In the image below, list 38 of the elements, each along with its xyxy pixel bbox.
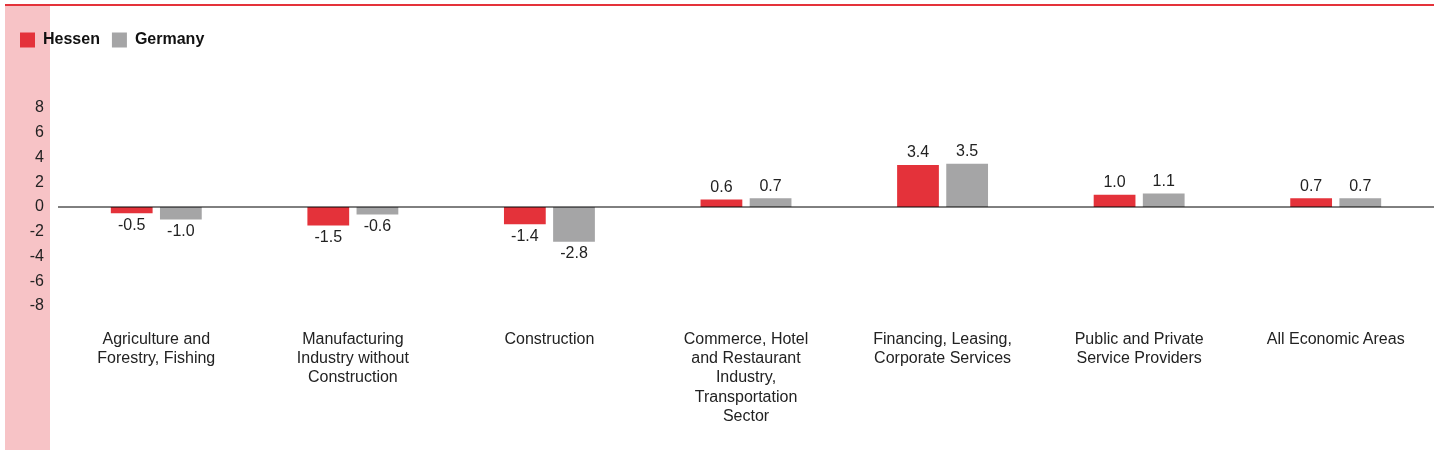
y-tick-label: 4 (35, 147, 45, 165)
data-label: 1.0 (1103, 173, 1126, 191)
data-label: -2.8 (560, 244, 588, 262)
y-tick-label: -2 (29, 222, 45, 240)
y-tick-label: -8 (29, 296, 45, 314)
data-label: -1.4 (511, 226, 539, 244)
bar (1142, 193, 1185, 207)
x-tick-label: Commerce, Hotel and Restaurant Industry, Transportation Sector (683, 330, 809, 424)
x-tick-label: Agriculture and Forestry, Fishing (97, 330, 216, 367)
y-tick-label: 0 (35, 197, 45, 215)
bar (503, 207, 546, 225)
data-label: -0.5 (117, 215, 146, 233)
y-tick-label: -4 (29, 246, 45, 264)
x-tick-label: All Economic Areas (1266, 330, 1405, 348)
data-label: -1.0 (167, 221, 195, 239)
data-label: 0.6 (710, 177, 733, 195)
y-tick-label: 6 (35, 123, 45, 141)
data-label: 0.7 (1300, 176, 1323, 194)
x-tick-label: Construction (504, 330, 595, 348)
x-tick-label: Financing, Leasing, Corporate Services (873, 330, 1012, 367)
data-label: 0.7 (759, 176, 782, 194)
bar (553, 207, 595, 242)
data-label: -0.6 (363, 216, 392, 234)
legend-label: Germany (134, 30, 205, 48)
data-label: 3.4 (906, 143, 930, 161)
x-tick-label: Public and Private Service Providers (1074, 330, 1204, 367)
y-tick-label: -6 (29, 271, 45, 289)
bar (946, 163, 989, 207)
data-label: 3.5 (956, 142, 979, 160)
y-tick-label: 2 (35, 172, 45, 190)
bar (897, 164, 939, 207)
x-tick-label: Manufacturing Industry without Construction (296, 330, 410, 386)
legend-label: Hessen (43, 30, 100, 48)
bar (307, 207, 350, 226)
y-tick-label: 8 (35, 98, 45, 116)
data-label: 1.1 (1152, 171, 1175, 189)
data-label: 0.7 (1349, 176, 1372, 194)
data-label: -1.5 (314, 227, 343, 245)
